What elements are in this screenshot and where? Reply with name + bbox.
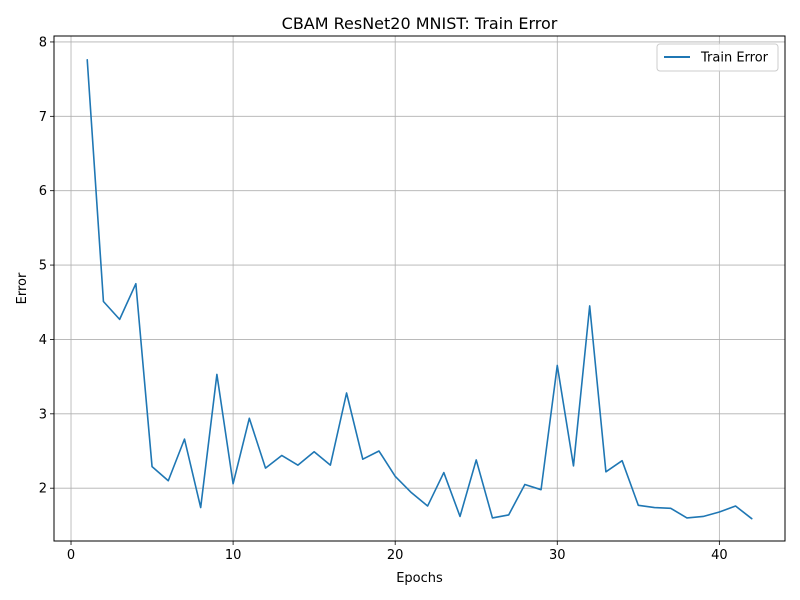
legend-box xyxy=(656,43,779,72)
x-tick-label: 20 xyxy=(387,548,404,563)
y-axis-label: Error xyxy=(15,272,30,304)
y-tick-label: 4 xyxy=(39,333,47,348)
y-tick-label: 8 xyxy=(39,35,47,50)
legend: Train Error xyxy=(656,43,779,72)
axis-ticks: 0 10 20 30 40 2 3 4 5 6 7 8 xyxy=(39,35,728,563)
x-tick-label: 30 xyxy=(549,548,566,563)
y-tick-label: 6 xyxy=(39,184,47,199)
y-tick-label: 7 xyxy=(39,110,47,125)
grid xyxy=(54,36,785,541)
y-tick-label: 2 xyxy=(39,482,47,497)
x-tick-label: 40 xyxy=(711,548,728,563)
plot-area-frame xyxy=(53,35,786,542)
x-tick-label: 10 xyxy=(225,548,242,563)
y-tick-label: 3 xyxy=(39,407,47,422)
y-tick-label: 5 xyxy=(39,259,47,274)
x-axis-label: Epochs xyxy=(396,571,443,586)
x-tick-label: 0 xyxy=(67,548,75,563)
legend-label-train-error: Train Error xyxy=(700,51,769,66)
series-line xyxy=(86,58,753,520)
chart-title: CBAM ResNet20 MNIST: Train Error xyxy=(282,14,558,33)
series-train-error xyxy=(86,58,753,520)
